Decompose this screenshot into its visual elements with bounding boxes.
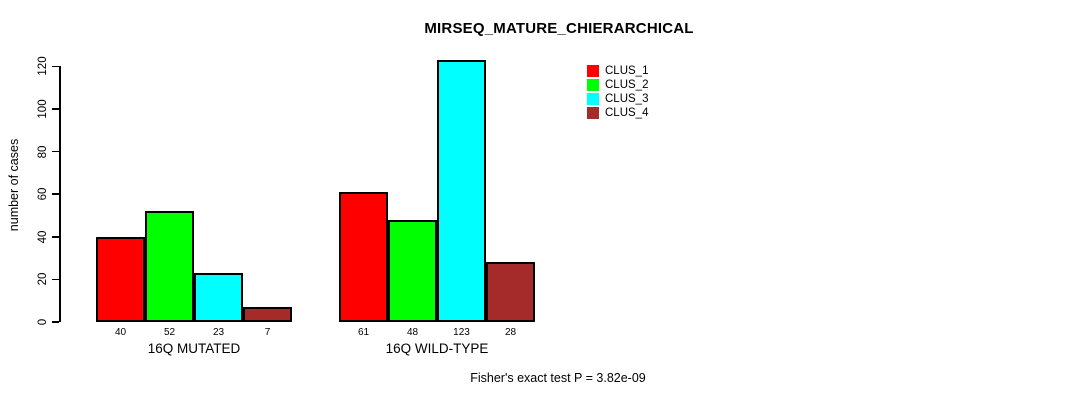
legend-item-clus_3: CLUS_3: [587, 92, 648, 106]
x-axis-group-label: 16Q MUTATED: [147, 341, 241, 356]
x-axis-group-label: 16Q WILD-TYPE: [385, 341, 489, 356]
bar-value-label: 61: [357, 327, 370, 338]
legend-label: CLUS_4: [605, 107, 649, 119]
bar-clus_4-2: [486, 262, 535, 322]
bar-clus_1-2: [339, 192, 388, 322]
bar-value-label: 28: [504, 327, 517, 338]
y-axis-tick-label: 0: [37, 318, 49, 326]
legend-item-clus_4: CLUS_4: [587, 106, 648, 120]
y-axis-tick: [52, 193, 59, 195]
stat-annotation: Fisher's exact test P = 3.82e-09: [470, 371, 646, 385]
legend-item-clus_1: CLUS_1: [587, 64, 648, 78]
y-axis-line: [59, 66, 61, 322]
y-axis-tick-label: 100: [37, 99, 49, 119]
legend-label: CLUS_3: [605, 93, 649, 105]
y-axis-tick: [52, 108, 59, 110]
bar-clus_2-1: [145, 211, 194, 322]
bar-value-label: 123: [453, 327, 470, 338]
legend-item-clus_2: CLUS_2: [587, 78, 648, 92]
bar-clus_1-1: [96, 237, 145, 322]
legend-label: CLUS_2: [605, 79, 649, 91]
y-axis-tick: [52, 321, 59, 323]
bar-clus_3-2: [437, 60, 486, 322]
bar-clus_2-2: [388, 220, 437, 322]
bar-value-label: 52: [163, 327, 176, 338]
legend-color-swatch: [587, 65, 599, 77]
y-axis-tick-label: 120: [37, 56, 49, 76]
legend-color-swatch: [587, 107, 599, 119]
legend-color-swatch: [587, 79, 599, 91]
bar-value-label: 23: [212, 327, 225, 338]
y-axis-tick-label: 60: [37, 187, 49, 201]
bar-clus_3-1: [194, 273, 243, 322]
bar-value-label: 7: [264, 327, 271, 338]
legend-label: CLUS_1: [605, 65, 649, 77]
y-axis-label: number of cases: [7, 138, 21, 232]
y-axis-tick: [52, 278, 59, 281]
bar-clus_4-1: [243, 307, 292, 322]
y-axis-tick-label: 40: [37, 230, 49, 244]
y-axis-tick-label: 20: [37, 272, 49, 286]
bar-value-label: 48: [406, 327, 419, 338]
y-axis-tick: [52, 150, 59, 153]
chart-title: MIRSEQ_MATURE_CHIERARCHICAL: [424, 20, 694, 37]
y-axis-tick: [52, 236, 59, 238]
bar-value-label: 40: [114, 327, 127, 338]
y-axis-tick-label: 80: [37, 145, 49, 158]
chart-legend: CLUS_1 CLUS_2 CLUS_3 CLUS_4: [587, 64, 648, 120]
legend-color-swatch: [587, 93, 599, 105]
y-axis-tick: [52, 65, 59, 68]
